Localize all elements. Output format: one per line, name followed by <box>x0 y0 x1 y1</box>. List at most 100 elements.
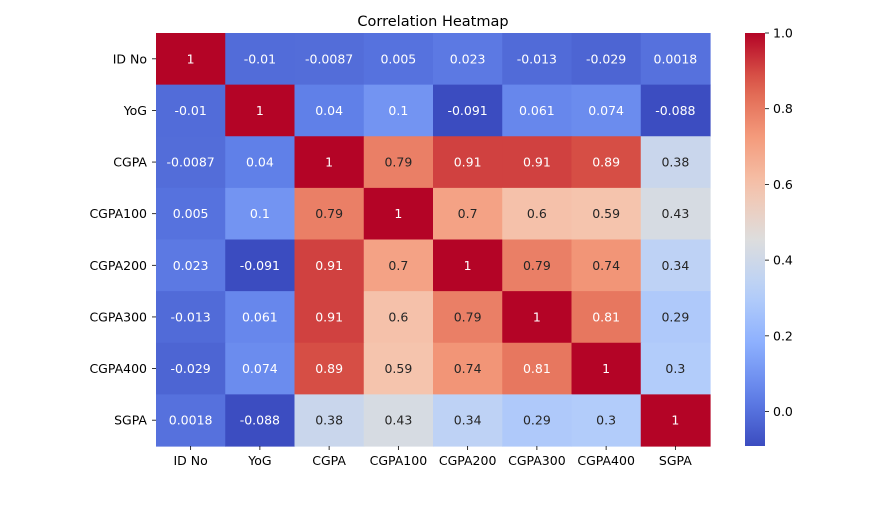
cell-value-label: 0.59 <box>592 206 620 221</box>
heatmap-cell <box>225 136 296 189</box>
colorbar-tick-label: 0.8 <box>773 101 793 116</box>
cell-value-label: -0.029 <box>170 361 210 376</box>
cell-value-label: 0.3 <box>665 361 685 376</box>
row-label: CGPA400 <box>89 361 147 376</box>
cell-value-label: 0.6 <box>388 309 408 324</box>
column-label: CGPA <box>312 453 346 468</box>
colorbar-tick-label: 1.0 <box>773 26 793 41</box>
heatmap-cell <box>294 187 365 241</box>
heatmap-cell <box>363 291 434 344</box>
heatmap-cell <box>225 84 296 137</box>
heatmap-cell <box>571 239 642 292</box>
cell-value-label: 1 <box>187 51 195 66</box>
cell-value-label: 0.89 <box>592 155 620 170</box>
cell-value-label: 0.005 <box>173 206 209 221</box>
cell-value-label: 0.1 <box>388 103 408 118</box>
cell-value-label: 0.91 <box>315 309 343 324</box>
heatmap-cell <box>156 342 226 395</box>
cell-value-label: 1 <box>533 309 541 324</box>
cell-value-label: -0.088 <box>655 103 695 118</box>
heatmap-cell <box>294 394 365 447</box>
cell-value-label: 0.29 <box>661 309 689 324</box>
heatmap-cells <box>156 33 711 447</box>
colorbar-tick-label: 0.6 <box>773 177 793 192</box>
row-label: CGPA <box>113 155 147 170</box>
colorbar-gradient <box>745 33 765 446</box>
cell-value-label: 0.074 <box>242 361 278 376</box>
cell-value-label: 0.023 <box>450 51 486 66</box>
cell-value-label: 0.43 <box>384 413 412 428</box>
heatmap-cell <box>571 342 642 395</box>
cell-value-label: -0.013 <box>517 51 557 66</box>
heatmap-cell <box>433 342 503 395</box>
heatmap-cell <box>640 136 711 189</box>
heatmap-cell <box>225 342 296 395</box>
heatmap-cell <box>363 342 434 395</box>
heatmap-cell <box>294 84 365 137</box>
column-label: YoG <box>247 453 271 468</box>
cell-value-label: 0.79 <box>523 258 551 273</box>
heatmap-cell <box>294 291 365 344</box>
column-label: ID No <box>173 453 207 468</box>
heatmap-cell <box>225 239 296 292</box>
cell-value-label: 1 <box>256 103 264 118</box>
cell-value-label: -0.091 <box>447 103 487 118</box>
heatmap-cell <box>433 187 503 241</box>
heatmap-cell <box>225 291 296 344</box>
cell-value-label: 1 <box>602 361 610 376</box>
colorbar-tick-label: 0.2 <box>773 328 793 343</box>
cell-value-label: -0.0087 <box>167 155 215 170</box>
heatmap-cell <box>294 239 365 292</box>
heatmap-cell <box>640 84 711 137</box>
cell-value-label: 0.74 <box>592 258 620 273</box>
cell-value-label: 0.81 <box>592 309 620 324</box>
heatmap-cell <box>156 394 226 447</box>
cell-value-label: 0.04 <box>315 103 343 118</box>
cell-value-label: 0.0018 <box>654 51 698 66</box>
column-labels: ID No YoG CGPA CGPA100 CGPA200 CGPA300 CGPA400… <box>173 446 692 468</box>
heatmap-cell <box>502 342 573 395</box>
cell-value-label: 0.3 <box>596 413 616 428</box>
cell-value-label: 0.91 <box>523 155 551 170</box>
heatmap-cell <box>294 342 365 395</box>
cell-value-label: 1 <box>325 155 333 170</box>
heatmap-cell <box>571 291 642 344</box>
cell-value-label: 0.79 <box>315 206 343 221</box>
heatmap-cell <box>363 84 434 137</box>
cell-value-label: 0.7 <box>458 206 478 221</box>
chart-title: Correlation Heatmap <box>357 14 508 30</box>
cell-value-label: 0.04 <box>246 155 274 170</box>
cell-value-label: 0.0018 <box>169 413 213 428</box>
column-label: CGPA400 <box>577 453 635 468</box>
cell-value-label: -0.029 <box>586 51 626 66</box>
cell-value-label: 0.74 <box>454 361 482 376</box>
cell-value-label: 0.59 <box>384 361 412 376</box>
heatmap-cell <box>502 84 573 137</box>
cell-value-label: -0.091 <box>240 258 280 273</box>
cell-value-label: 0.38 <box>661 155 689 170</box>
row-label: CGPA300 <box>89 309 147 324</box>
heatmap-cell <box>156 33 226 86</box>
heatmap-cell <box>363 394 434 447</box>
heatmap-cell <box>294 136 365 189</box>
heatmap-cell <box>433 239 503 292</box>
cell-value-label: 1 <box>464 258 472 273</box>
cell-value-label: 0.6 <box>527 206 547 221</box>
heatmap-cell <box>640 394 711 447</box>
cell-value-label: 1 <box>394 206 402 221</box>
heatmap-cell <box>640 342 711 395</box>
cell-value-label: 0.34 <box>454 413 482 428</box>
heatmap-cell <box>156 187 226 241</box>
heatmap-cell <box>433 394 503 447</box>
heatmap-cell <box>640 187 711 241</box>
heatmap-cell <box>156 239 226 292</box>
cell-value-label: 0.29 <box>523 413 551 428</box>
cell-value-label: 0.061 <box>519 103 555 118</box>
cell-value-label: 0.1 <box>250 206 270 221</box>
heatmap-cell <box>433 291 503 344</box>
cell-value-label: 0.074 <box>588 103 624 118</box>
cell-value-label: 0.91 <box>454 155 482 170</box>
cell-value-label: 0.061 <box>242 309 278 324</box>
heatmap-cell <box>571 136 642 189</box>
